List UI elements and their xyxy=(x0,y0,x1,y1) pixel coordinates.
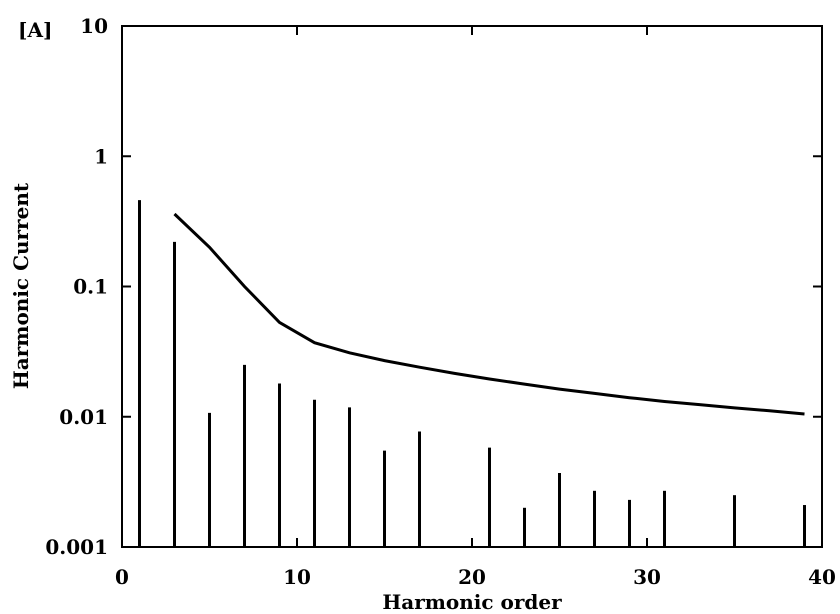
y-tick-label: 0.001 xyxy=(45,535,108,559)
x-axis-ticks: 0 10 20 30 40 xyxy=(115,26,836,589)
y-tick-label: 0.1 xyxy=(73,275,108,299)
y-axis-label: Harmonic Current xyxy=(9,182,33,389)
x-tick-label: 0 xyxy=(115,565,129,589)
x-tick-label: 10 xyxy=(283,565,311,589)
y-tick-label: 1 xyxy=(94,144,108,168)
y-tick-label: 10 xyxy=(80,14,108,38)
x-tick-label: 20 xyxy=(458,565,486,589)
x-axis-label: Harmonic order xyxy=(382,590,562,614)
x-tick-label: 40 xyxy=(808,565,836,589)
plot-frame xyxy=(121,25,823,548)
y-unit-label: [A] xyxy=(18,18,52,42)
limit-line xyxy=(173,212,805,416)
harmonic-bars xyxy=(138,200,806,547)
x-tick-label: 30 xyxy=(633,565,661,589)
y-axis-ticks: 0.001 0.01 0.1 1 10 xyxy=(45,14,822,559)
y-tick-label: 0.01 xyxy=(59,405,108,429)
